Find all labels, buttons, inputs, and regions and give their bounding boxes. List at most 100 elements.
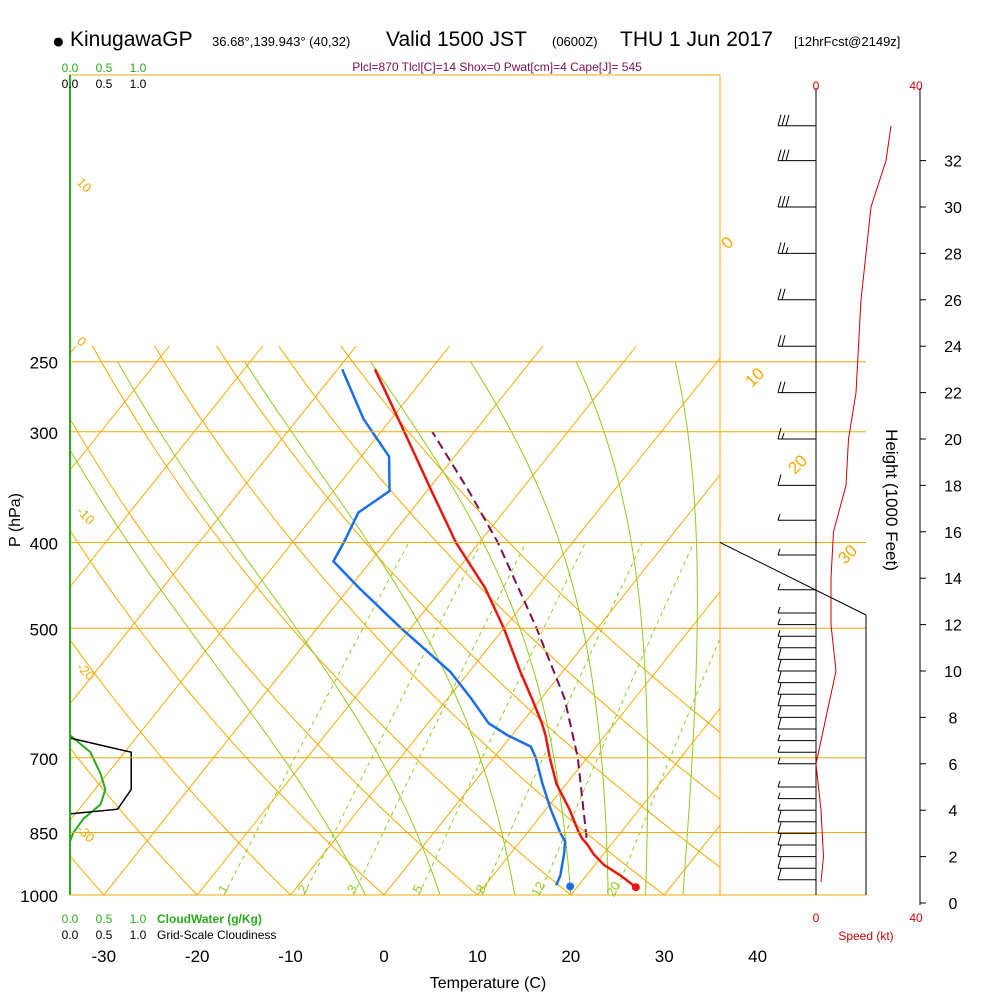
isotherm-line: [758, 346, 1000, 895]
wind-barb-flag: [777, 242, 782, 254]
cloud-water-tick-bottom: 1.0: [130, 912, 147, 926]
wind-barb-flag: [777, 780, 781, 788]
wind-barb-flag: [777, 683, 782, 695]
wind-barb-flag: [777, 514, 781, 521]
wind-barb-flag: [785, 195, 790, 208]
height-tick-label: 22: [944, 386, 962, 403]
wind-barb-flag: [777, 810, 782, 822]
height-tick-label: 10: [944, 664, 962, 681]
height-tick-label: 18: [944, 478, 962, 495]
wind-barb-flag: [777, 648, 782, 660]
wind-barb-flag: [777, 427, 782, 440]
wind-barb-flag: [777, 746, 781, 753]
temperature-tick-label: -10: [278, 947, 303, 966]
height-tick-label: 14: [944, 571, 962, 588]
dry-adiabat-label: -30: [74, 822, 98, 846]
pressure-tick-label: 300: [30, 424, 58, 443]
wind-barb-flag: [785, 114, 790, 126]
cloudiness-curve: [69, 737, 132, 815]
wind-barb-flag: [781, 114, 786, 126]
wind-barb-flag: [777, 630, 781, 637]
height-tick-label: 28: [944, 246, 962, 263]
moist-adiabat-line: [575, 361, 649, 895]
temperature-tick-label: 0: [379, 947, 388, 966]
moist-adiabat-line: [70, 448, 366, 895]
sounding-parameters: Plcl=870 Tlcl[C]=14 Shox=0 Pwat[cm]=4 Ca…: [352, 60, 642, 74]
wind-barb-flag: [785, 247, 789, 254]
surface-temperature-point: [631, 883, 640, 892]
height-tick-label: 16: [944, 525, 962, 542]
dewpoint-profile: [331, 368, 567, 886]
wind-barb-flag: [781, 335, 786, 347]
wind-barb-flag: [777, 804, 781, 811]
height-tick-label: 32: [944, 154, 962, 171]
height-tick-label: 24: [944, 339, 962, 356]
isotherm-line: [290, 357, 720, 895]
pressure-tick-label: 1000: [20, 887, 58, 906]
wind-barb-flag: [777, 335, 782, 347]
wind-panel-diagonal: [719, 542, 867, 616]
isotherm-line: [851, 346, 1000, 895]
dry-adiabat-line: [70, 855, 105, 895]
station-coords: 36.68°,139.943° (40,32): [212, 34, 351, 49]
dry-adiabat-label: 0: [74, 334, 90, 350]
cloud-water-label: CloudWater (g/Kg): [157, 912, 262, 926]
pressure-tick-label: 700: [30, 750, 58, 769]
speed-tick-label-top: 0: [813, 79, 820, 93]
cloud-water-tick-bottom: 0.5: [96, 912, 113, 926]
dry-adiabat-line: [70, 747, 198, 895]
mixing-ratio-label: 1: [215, 882, 232, 896]
pressure-tick-label: 400: [30, 534, 58, 553]
cloudiness-tick-top: 0.0: [62, 77, 79, 91]
isotherm-line: [570, 707, 720, 895]
moist-adiabat-line: [244, 361, 516, 895]
moist-adiabat-line: [674, 361, 698, 895]
mixing-ratio-label: 12: [528, 879, 548, 899]
height-tick-label: 8: [949, 710, 958, 727]
y-axis-title: P (hPa): [7, 493, 24, 547]
wind-barb-flag: [781, 432, 785, 440]
valid-date: THU 1 Jun 2017: [620, 28, 773, 51]
pressure-tick-label: 250: [30, 354, 58, 373]
dry-adiabat-label: 10: [74, 175, 95, 196]
wind-barb-flag: [781, 381, 786, 393]
station-name: KinugawaGP: [70, 28, 193, 51]
cloudiness-tick-bottom: 0.5: [96, 928, 113, 942]
wind-barb-flag: [777, 792, 781, 799]
wind-barb-flag: [777, 857, 782, 869]
temperature-tick-label: 30: [655, 947, 674, 966]
wind-barb-flag: [777, 717, 782, 730]
wind-barb-flag: [781, 195, 786, 208]
x-axis-title: Temperature (C): [430, 975, 546, 992]
dry-adiabat-line: [154, 345, 666, 895]
cloud-water-tick-top: 0.5: [96, 61, 113, 75]
wind-barb-flag: [777, 149, 782, 161]
dry-adiabat-line: [70, 638, 292, 895]
speed-tick-label-bottom: 0: [813, 911, 820, 925]
wind-barb-flag: [777, 734, 781, 741]
dry-adiabat-line: [92, 345, 572, 895]
wind-barb-flag: [777, 706, 782, 718]
wind-barb-flag: [777, 195, 782, 208]
forecast-info: [12hrFcst@2149z]: [794, 34, 901, 49]
cloudiness-tick-top: 1.0: [130, 77, 147, 91]
cloudiness-tick-bottom: 0.0: [62, 928, 79, 942]
speed-tick-label-bottom: 40: [909, 911, 923, 925]
wind-barb-flag: [777, 606, 781, 614]
wind-barb-flag: [785, 149, 790, 161]
cloudiness-tick-bottom: 1.0: [130, 928, 147, 942]
dry-adiabat-label: -10: [74, 504, 98, 528]
cloud-water-curve: [69, 734, 107, 842]
wind-barb-flag: [781, 288, 786, 300]
height-tick-label: 2: [949, 850, 958, 867]
dry-adiabat-line: [216, 345, 720, 868]
isotherm-line: [103, 345, 544, 895]
cloud-water-tick-top: 1.0: [130, 61, 147, 75]
wind-barb-flag: [777, 381, 782, 393]
wind-barb-flag: [777, 845, 782, 857]
isotherm-line: [383, 474, 720, 895]
speed-tick-label-top: 40: [909, 79, 923, 93]
height-tick-label: 6: [949, 757, 958, 774]
plot-frame: [69, 74, 721, 896]
